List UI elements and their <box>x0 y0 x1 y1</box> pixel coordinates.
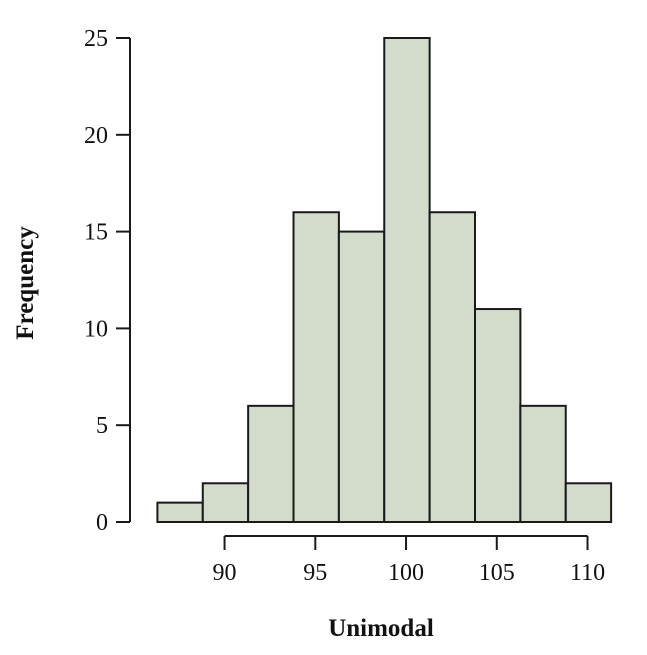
bars-group <box>157 38 611 522</box>
x-tick-label: 105 <box>479 560 515 586</box>
y-tick-label: 10 <box>84 316 108 342</box>
histogram-bar <box>475 309 520 522</box>
histogram-bar <box>384 38 429 522</box>
y-axis-title: Frequency <box>12 226 39 340</box>
histogram-bar <box>566 483 611 522</box>
histogram-bar <box>157 503 202 522</box>
y-tick-label: 15 <box>84 220 108 246</box>
y-axis: 0 5 10 15 20 25 <box>84 26 130 536</box>
histogram-bar <box>339 232 384 522</box>
y-tick-label: 20 <box>84 123 108 149</box>
x-tick-label: 100 <box>388 560 424 586</box>
y-tick-label: 5 <box>96 413 108 439</box>
x-tick-label: 110 <box>570 560 605 586</box>
histogram-bar <box>248 406 293 522</box>
histogram-bar <box>430 212 475 522</box>
histogram-bar <box>203 483 248 522</box>
x-axis-title: Unimodal <box>328 615 434 642</box>
x-tick-label: 90 <box>213 560 237 586</box>
x-tick-label: 95 <box>303 560 327 586</box>
histogram-bar <box>294 212 339 522</box>
y-tick-label: 25 <box>84 26 108 52</box>
histogram-bar <box>520 406 565 522</box>
y-tick-label: 0 <box>96 510 108 536</box>
x-axis: 90 95 100 105 110 <box>213 536 606 586</box>
